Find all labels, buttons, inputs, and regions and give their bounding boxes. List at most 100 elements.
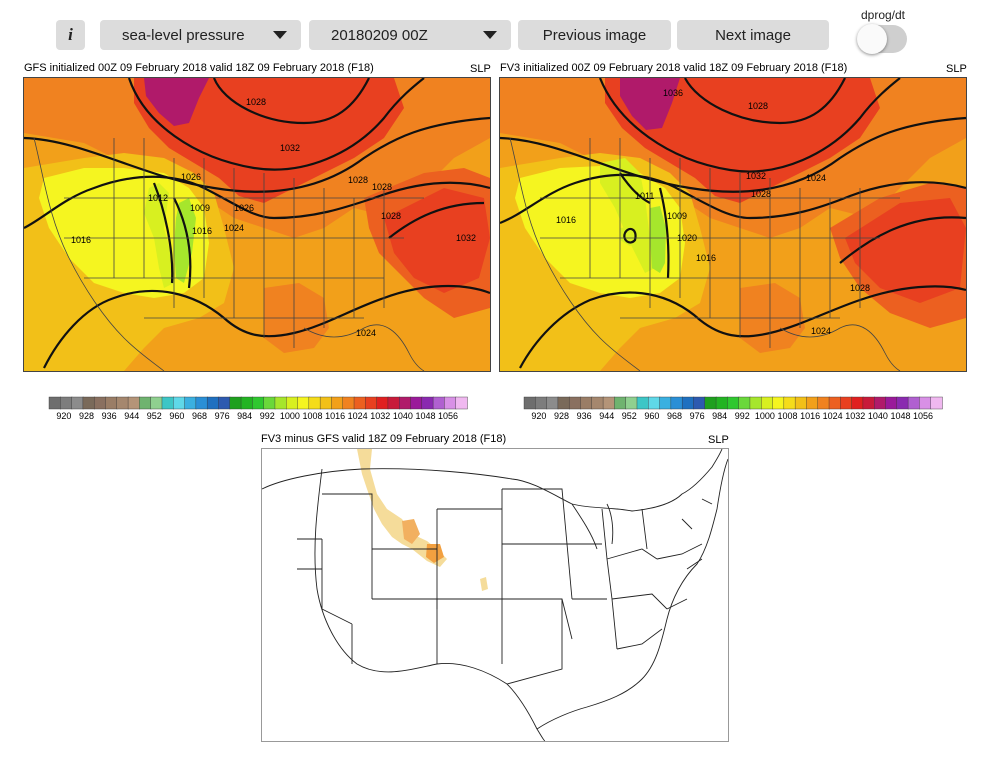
- contour-label: 1016: [696, 253, 716, 263]
- colorbar-swatch: [625, 396, 638, 410]
- dprog-dt-toggle[interactable]: [857, 24, 907, 54]
- colorbar-swatch: [399, 396, 412, 410]
- contour-label: 1028: [381, 211, 401, 221]
- colorbar-tick-label: 928: [554, 411, 569, 421]
- previous-image-button[interactable]: Previous image: [518, 20, 671, 50]
- colorbar-tick-label: 1032: [370, 411, 390, 421]
- colorbar-swatch: [659, 396, 672, 410]
- colorbar-swatch: [851, 396, 864, 410]
- colorbar-swatch: [727, 396, 740, 410]
- colorbar-swatch: [319, 396, 333, 410]
- contour-label: 1009: [667, 211, 687, 221]
- colorbar-tick-label: 944: [124, 411, 139, 421]
- colorbar-swatch: [206, 396, 220, 410]
- colorbar-tick-label: 1008: [302, 411, 322, 421]
- colorbar-swatch: [353, 396, 367, 410]
- colorbar-tick-label: 968: [192, 411, 207, 421]
- colorbar-swatch: [195, 396, 208, 410]
- colorbar-swatch: [263, 396, 276, 410]
- contour-label: 1024: [806, 173, 826, 183]
- colorbar-tick-label: 1032: [845, 411, 865, 421]
- colorbar-swatch: [715, 396, 729, 410]
- colorbar-swatch: [772, 396, 785, 410]
- colorbar-swatch: [421, 396, 434, 410]
- colorbar-tick-label: 976: [690, 411, 705, 421]
- contour-label: 1024: [356, 328, 376, 338]
- colorbar-swatch: [105, 396, 118, 410]
- contour-label: 1016: [556, 215, 576, 225]
- contour-label: 1024: [811, 326, 831, 336]
- colorbar-swatch: [761, 396, 774, 410]
- colorbar-tick-label: 920: [56, 411, 71, 421]
- colorbar-swatch: [681, 396, 695, 410]
- colorbar-swatch: [308, 396, 321, 410]
- colorbar-swatch: [432, 396, 446, 410]
- colorbar-tick-label: 936: [577, 411, 592, 421]
- colorbar-tick-label: 1016: [325, 411, 345, 421]
- colorbar-swatch: [410, 396, 423, 410]
- contour-label: 1028: [850, 283, 870, 293]
- colorbar-tick-label: 936: [102, 411, 117, 421]
- colorbar-swatch: [591, 396, 604, 410]
- colorbar-tick-label: 992: [260, 411, 275, 421]
- colorbar-swatch: [828, 396, 842, 410]
- dprog-dt-label: dprog/dt: [860, 8, 906, 22]
- colorbar-swatch: [444, 396, 457, 410]
- colorbar-swatch: [580, 396, 593, 410]
- colorbar-swatch: [568, 396, 582, 410]
- colorbar-swatch: [749, 396, 762, 410]
- contour-label: 1032: [456, 233, 476, 243]
- contour-label: 1032: [746, 171, 766, 181]
- colorbar-swatch: [885, 396, 898, 410]
- contour-label: 1036: [663, 88, 683, 98]
- colorbar-tick-label: 976: [215, 411, 230, 421]
- colorbar-swatch: [286, 396, 299, 410]
- colorbar-swatch: [229, 396, 242, 410]
- colorbar-swatch: [648, 396, 661, 410]
- colorbar-swatch: [546, 396, 559, 410]
- colorbar-tick-label: 1024: [823, 411, 843, 421]
- chevron-down-icon: [273, 31, 287, 39]
- colorbar-swatch: [794, 396, 808, 410]
- gfs-panel-variable: SLP: [470, 63, 491, 75]
- date-select[interactable]: 20180209 00Z: [309, 20, 511, 50]
- colorbar-swatch: [60, 396, 73, 410]
- diff-map-svg: [262, 449, 728, 741]
- colorbar-swatch: [704, 396, 717, 410]
- date-select-value: 20180209 00Z: [331, 26, 428, 44]
- contour-label: 1020: [677, 233, 697, 243]
- colorbar-swatch: [173, 396, 186, 410]
- diff-panel-variable: SLP: [708, 434, 729, 446]
- colorbar-tick-label: 944: [599, 411, 614, 421]
- colorbar-tick-label: 984: [712, 411, 727, 421]
- colorbar-swatch: [252, 396, 265, 410]
- colorbar-tick-label: 952: [147, 411, 162, 421]
- colorbar-svg: 920 928 936 944 952 960 968 976 984 992 1000 1008 10…: [523, 396, 943, 421]
- colorbar-swatch: [161, 396, 174, 410]
- colorbar-tick-label: 1048: [890, 411, 910, 421]
- colorbar-tick-label: 1056: [913, 411, 933, 421]
- colorbar-swatch: [806, 396, 819, 410]
- colorbar-swatch: [139, 396, 152, 410]
- colorbar-swatch: [48, 396, 61, 410]
- gfs-map-svg: 1028 1032 1026 1028 1012 1009 1016 1024 …: [24, 78, 490, 371]
- variable-select[interactable]: sea-level pressure: [100, 20, 301, 50]
- colorbar-tick-label: 960: [169, 411, 184, 421]
- colorbar-swatch: [387, 396, 400, 410]
- toolbar: i sea-level pressure 20180209 00Z Previo…: [0, 0, 998, 56]
- contour-label: 1028: [751, 189, 771, 199]
- colorbar-tick-label: 920: [531, 411, 546, 421]
- colorbar-tick-label: 968: [667, 411, 682, 421]
- colorbar-swatch: [274, 396, 287, 410]
- colorbar-swatch: [184, 396, 197, 410]
- contour-label: 1028: [748, 101, 768, 111]
- colorbar-swatch: [523, 396, 536, 410]
- contour-label: 1016: [71, 235, 91, 245]
- contour-label: 1028: [372, 182, 392, 192]
- colorbar-swatch: [93, 396, 107, 410]
- colorbar-tick-label: 1016: [800, 411, 820, 421]
- colorbar-swatch: [738, 396, 751, 410]
- colorbar-swatch: [240, 396, 254, 410]
- info-button[interactable]: i: [56, 20, 85, 50]
- next-image-button[interactable]: Next image: [677, 20, 829, 50]
